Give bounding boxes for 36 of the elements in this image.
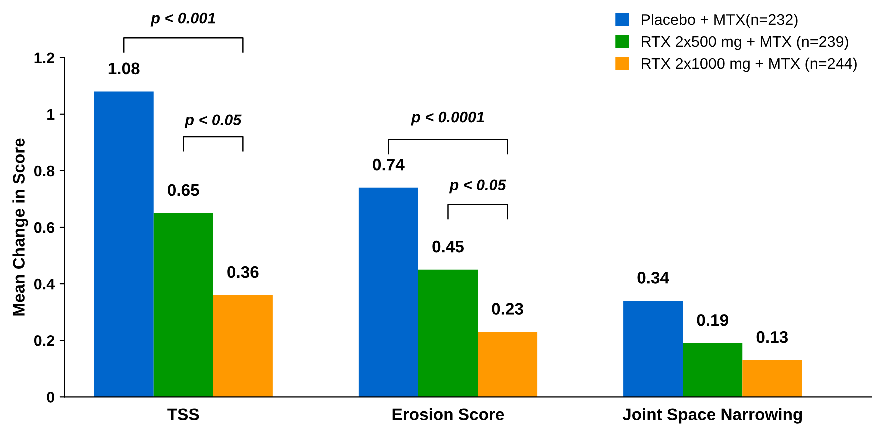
data-label: 0.74 — [373, 158, 405, 171]
data-label: 0.45 — [432, 240, 464, 253]
bar — [683, 343, 743, 398]
annotation: p < 0.05 — [449, 180, 506, 194]
bar — [154, 213, 214, 398]
y-tick-label: 1 — [48, 109, 55, 120]
y-tick-label: 0 — [47, 392, 54, 403]
x-tick-label: Joint Space Narrowing — [622, 408, 802, 424]
x-tick-label: TSS — [168, 408, 200, 421]
legend-label: RTX 2x1000 mg + MTX (n=244) — [642, 58, 857, 72]
y-tick-label: 0.2 — [34, 335, 54, 346]
data-label: 0.34 — [638, 272, 670, 284]
y-axis-title: Mean Change in Score — [12, 138, 28, 316]
data-label: 0.23 — [492, 303, 524, 315]
bar — [418, 270, 478, 398]
bar — [624, 301, 684, 398]
y-tick-label: 0.4 — [34, 278, 56, 290]
bar — [94, 92, 154, 398]
legend-label: Placebo + MTX(n=232) — [642, 14, 798, 28]
y-tick-label: 0.8 — [34, 166, 55, 177]
data-label: 0.13 — [756, 331, 788, 344]
data-label: 0.19 — [697, 314, 728, 326]
bar — [478, 332, 538, 398]
bar — [358, 188, 418, 398]
y-tick-label: 1.2 — [34, 52, 54, 64]
x-tick-label: Erosion Score — [392, 408, 504, 421]
annotation: p < 0.05 — [184, 114, 242, 129]
annotation: p < 0.0001 — [411, 112, 484, 126]
data-label: 0.36 — [228, 266, 259, 278]
bar — [742, 360, 802, 398]
data-label: 0.65 — [168, 184, 200, 196]
y-tick-label: 0.6 — [34, 222, 55, 234]
data-label: 1.08 — [108, 62, 140, 75]
text: p < 0.001 — [150, 12, 216, 27]
legend-label: RTX 2x500 mg + MTX (n=239) — [642, 36, 848, 50]
bar — [213, 295, 273, 398]
